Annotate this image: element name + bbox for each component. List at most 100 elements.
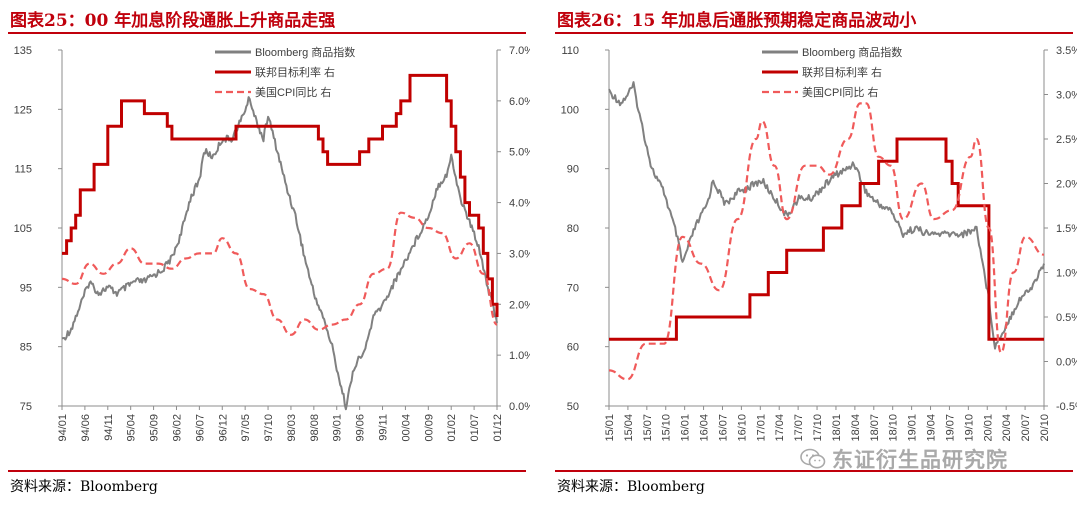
fed-rate-line (609, 137, 1044, 341)
legend-label: Bloomberg 商品指数 (802, 45, 902, 59)
x-tick-label: 17/07 (793, 414, 805, 442)
x-tick-label: 16/04 (699, 414, 711, 442)
x-tick-label: 19/07 (944, 414, 956, 442)
source-note: 资料来源：Bloomberg (557, 479, 705, 495)
x-tick-label: 94/06 (80, 414, 92, 442)
legend-label: 美国CPI同比 右 (255, 85, 331, 99)
y-left-tick-label: 125 (14, 104, 32, 116)
y-left-tick-label: 135 (14, 45, 32, 57)
x-tick-label: 01/12 (492, 414, 504, 442)
x-tick-label: 19/04 (926, 414, 938, 442)
y-right-tick-label: 1.0% (509, 350, 530, 362)
y-right-tick-label: -0.5% (1056, 401, 1077, 413)
y-right-tick-label: 1.0% (1056, 268, 1077, 280)
x-tick-label: 96/07 (194, 414, 206, 442)
source-note: 资料来源：Bloomberg (10, 479, 158, 495)
x-tick-label: 95/04 (126, 414, 138, 442)
legend-label: Bloomberg 商品指数 (255, 45, 355, 59)
x-tick-label: 01/07 (469, 414, 481, 442)
chart-title: 图表26：15 年加息后通胀预期稳定商品波动小 (557, 11, 917, 31)
y-left-tick-label: 105 (14, 223, 32, 235)
x-tick-label: 98/08 (309, 414, 321, 442)
y-left-tick-label: 90 (567, 164, 579, 176)
fed-rate-line (62, 73, 499, 317)
x-tick-label: 97/10 (263, 414, 275, 442)
y-right-tick-label: 4.0% (509, 198, 530, 210)
y-left-tick-label: 50 (567, 401, 579, 413)
x-tick-label: 99/06 (355, 414, 367, 442)
y-left-tick-label: 95 (20, 282, 32, 294)
y-right-tick-label: 2.0% (509, 299, 530, 311)
y-right-tick-label: 5.0% (509, 147, 530, 159)
x-tick-label: 01/02 (446, 414, 458, 442)
x-tick-label: 16/01 (680, 414, 692, 442)
watermark-text: 东证衍生品研究院 (832, 448, 1008, 472)
title-rule (8, 32, 526, 34)
x-tick-label: 15/10 (661, 414, 673, 442)
x-tick-label: 18/07 (869, 414, 881, 442)
y-right-tick-label: 0.0% (509, 401, 530, 413)
x-tick-label: 16/10 (736, 414, 748, 442)
legend-label: 联邦目标利率 右 (802, 65, 882, 79)
x-tick-label: 95/09 (149, 414, 161, 442)
x-tick-label: 98/03 (286, 414, 298, 442)
y-left-tick-label: 80 (567, 223, 579, 235)
legend-label: 联邦目标利率 右 (255, 65, 335, 79)
y-right-tick-label: 3.0% (509, 248, 530, 260)
x-tick-label: 15/04 (623, 414, 635, 442)
cpi-line (61, 211, 499, 336)
watermark: 东证衍生品研究院 (800, 445, 1008, 473)
title-rule (555, 32, 1073, 34)
x-tick-label: 17/04 (774, 414, 786, 442)
y-right-tick-label: 2.5% (1056, 134, 1077, 146)
x-tick-label: 17/10 (812, 414, 824, 442)
commodity-index-line (608, 81, 1045, 350)
x-tick-label: 96/12 (217, 414, 229, 442)
source-rule (8, 470, 526, 472)
x-tick-label: 96/02 (171, 414, 183, 442)
y-right-tick-label: 0.5% (1056, 312, 1077, 324)
y-left-tick-label: 115 (14, 164, 32, 176)
y-left-tick-label: 75 (20, 401, 32, 413)
cpi-line (608, 102, 1045, 381)
y-right-tick-label: 3.5% (1056, 45, 1077, 57)
y-left-tick-label: 85 (20, 342, 32, 354)
x-tick-label: 16/07 (717, 414, 729, 442)
x-tick-label: 94/11 (103, 414, 115, 441)
x-tick-label: 18/01 (831, 414, 843, 442)
x-tick-label: 20/07 (1020, 414, 1032, 442)
x-tick-label: 00/09 (423, 414, 435, 442)
line-chart-1994-2001: 75 85 95 105 115 125 135 0.0% 1.0% 2.0% 3.0% 4.0% 5.… (14, 45, 530, 442)
y-left-tick-label: 100 (561, 104, 579, 116)
x-tick-label: 00/04 (400, 414, 412, 442)
x-tick-label: 99/01 (332, 414, 344, 442)
wechat-icon (800, 448, 826, 469)
x-tick-label: 18/04 (850, 414, 862, 442)
y-right-tick-label: 6.0% (509, 96, 530, 108)
chart-panel-left: 图表25：00 年加息阶段通胀上升商品走强 75 85 95 105 115 125 135… (0, 0, 530, 505)
x-tick-label: 94/01 (57, 414, 69, 442)
y-left-tick-label: 110 (561, 45, 579, 57)
y-left-tick-label: 70 (567, 282, 579, 294)
y-right-tick-label: 1.5% (1056, 223, 1077, 235)
y-left-tick-label: 60 (567, 342, 579, 354)
source-rule (555, 470, 1073, 472)
x-tick-label: 20/04 (1001, 414, 1013, 442)
x-tick-label: 20/10 (1039, 414, 1051, 442)
x-tick-label: 15/01 (604, 414, 616, 442)
y-right-tick-label: 7.0% (509, 45, 530, 57)
line-chart-2015-2020: 50 60 70 80 90 100 110 -0.5% 0.0% 0.5% 1.0% 1.5% 2.0… (561, 45, 1077, 442)
x-tick-label: 19/10 (963, 414, 975, 442)
chart-panel-right: 图表26：15 年加息后通胀预期稳定商品波动小 50 60 70 80 90 100 110… (547, 0, 1077, 505)
x-tick-label: 19/01 (907, 414, 919, 442)
x-tick-label: 18/10 (888, 414, 900, 442)
y-right-tick-label: 3.0% (1056, 90, 1077, 102)
x-tick-label: 15/07 (642, 414, 654, 442)
chart-title: 图表25：00 年加息阶段通胀上升商品走强 (10, 11, 336, 31)
y-right-tick-label: 2.0% (1056, 179, 1077, 191)
legend-label: 美国CPI同比 右 (802, 85, 878, 99)
x-tick-label: 17/01 (755, 414, 767, 442)
x-tick-label: 20/01 (982, 414, 994, 442)
y-right-tick-label: 0.0% (1056, 357, 1077, 369)
commodity-index-line (61, 96, 498, 411)
